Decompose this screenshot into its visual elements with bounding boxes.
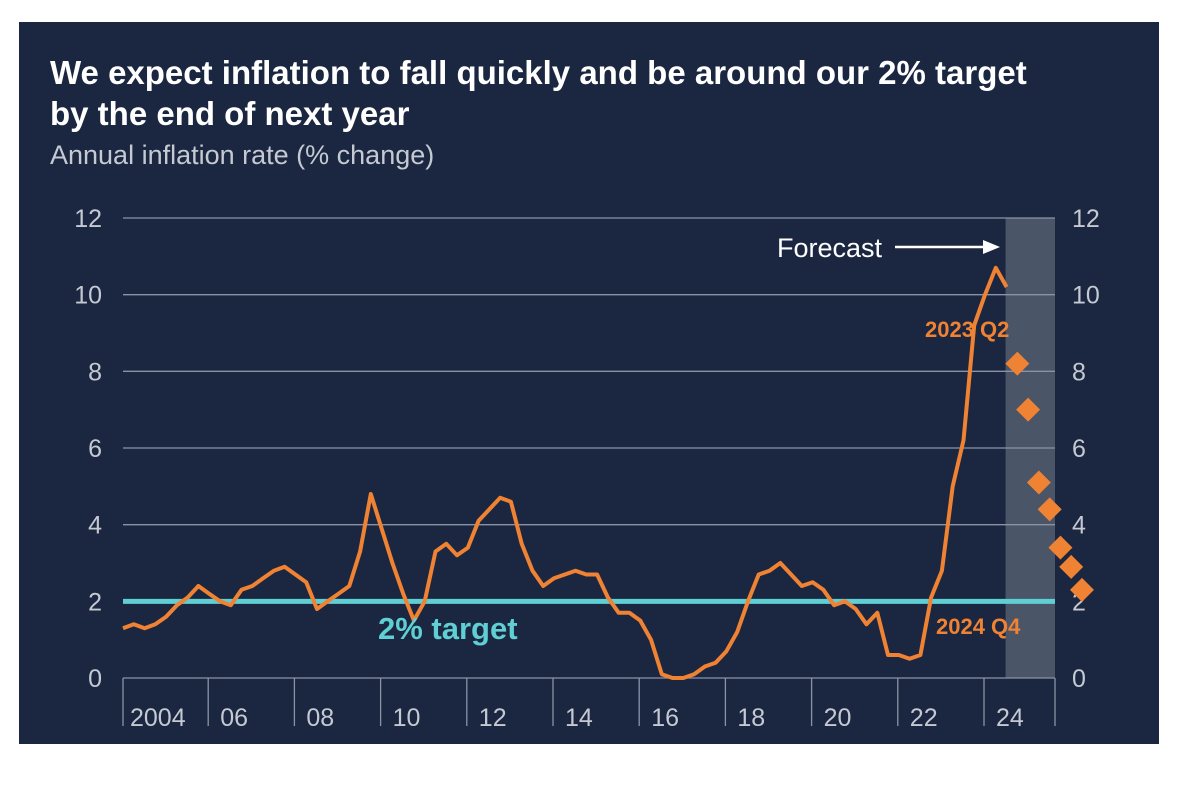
y-tick-label-right: 0 — [1072, 665, 1086, 693]
y-tick-label-left: 2 — [88, 588, 102, 616]
forecast-marker — [1005, 351, 1030, 376]
forecast-label: Forecast — [777, 233, 883, 263]
y-tick-label-right: 6 — [1072, 435, 1086, 463]
x-tick-label: 14 — [565, 704, 593, 732]
x-tick-label: 12 — [479, 704, 507, 732]
forecast-marker — [1048, 535, 1073, 560]
first-forecast-label: 2023 Q2 — [925, 317, 1009, 342]
y-tick-label-right: 12 — [1072, 205, 1100, 233]
forecast-marker — [1069, 577, 1094, 602]
chart-title: We expect inflation to fall quickly and … — [50, 54, 1027, 132]
y-tick-label-left: 0 — [88, 665, 102, 693]
last-forecast-label: 2024 Q4 — [936, 614, 1021, 639]
y-tick-label-left: 6 — [88, 435, 102, 463]
x-tick-label: 2004 — [130, 704, 186, 732]
x-tick-label: 20 — [824, 704, 852, 732]
forecast-marker — [1059, 554, 1084, 579]
target-label: 2% target — [378, 611, 518, 646]
y-tick-label-left: 8 — [88, 358, 102, 386]
x-tick-label: 10 — [393, 704, 421, 732]
forecast-arrow-icon — [983, 240, 1000, 254]
forecast-marker — [1037, 497, 1062, 522]
chart-subtitle: Annual inflation rate (% change) — [50, 140, 435, 170]
y-tick-label-left: 12 — [74, 205, 102, 233]
x-tick-label: 16 — [651, 704, 679, 732]
forecast-marker — [1016, 397, 1041, 422]
y-tick-label-right: 8 — [1072, 358, 1086, 386]
y-tick-label-left: 10 — [74, 282, 102, 310]
forecast-marker — [1026, 470, 1051, 495]
x-tick-label: 24 — [996, 704, 1024, 732]
y-tick-label-right: 10 — [1072, 282, 1100, 310]
x-tick-label: 22 — [910, 704, 938, 732]
y-tick-label-right: 4 — [1072, 512, 1086, 540]
x-tick-label: 08 — [306, 704, 334, 732]
x-tick-label: 06 — [220, 704, 248, 732]
x-tick-label: 18 — [737, 704, 765, 732]
actual-inflation-line — [122, 265, 1009, 680]
y-tick-label-left: 4 — [88, 512, 102, 540]
